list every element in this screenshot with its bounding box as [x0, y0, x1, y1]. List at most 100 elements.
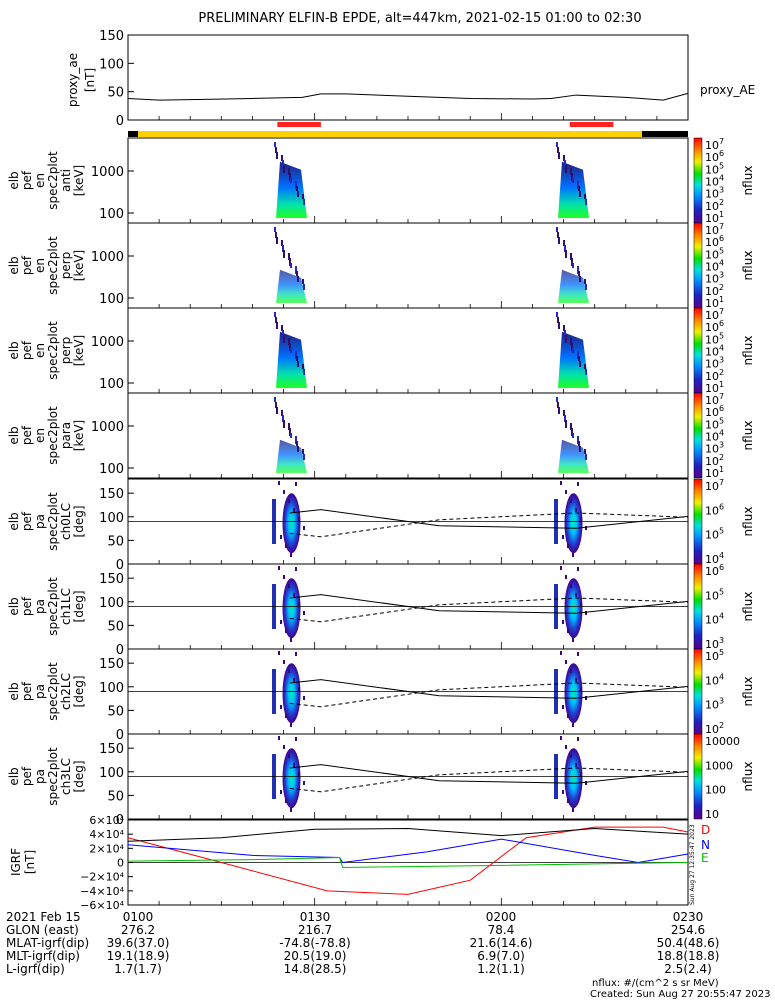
pa-speck: [585, 696, 587, 700]
spectrogram-panel-2: elb pef en spec2plot perp [keV] 10001001071061…: [7, 222, 755, 310]
ytick-label: 0: [116, 643, 124, 658]
flux-speck: [283, 250, 285, 258]
colorbar: [693, 307, 703, 394]
footer-c1-mlt: 19.1(18.9): [107, 949, 170, 963]
pa-speck: [285, 799, 287, 803]
science-zone-bar: [128, 122, 688, 137]
flux-speck: [276, 237, 278, 244]
flux-speck: [282, 245, 284, 252]
panel-ylabel: elb: [7, 597, 21, 615]
pa-speck: [283, 575, 285, 579]
flux-speck: [276, 152, 278, 159]
colorbar: [693, 392, 703, 479]
pa-speck: [295, 482, 297, 486]
panel-frame: [127, 392, 689, 479]
flux-speck: [563, 155, 565, 161]
flux-speck: [274, 312, 276, 317]
panel-ylabel: ch0LC: [59, 503, 73, 540]
panel-ylabel: [keV]: [72, 250, 86, 281]
panel-ylabel: en: [33, 428, 47, 443]
ae-tick-label: 0: [116, 114, 124, 129]
igrf-legend-D: D: [701, 823, 710, 837]
pa-speck: [288, 754, 290, 758]
igrf-tick-label: 0: [117, 857, 124, 870]
colorbar-tick: 106: [705, 319, 724, 334]
spectrogram-panel-8: elb pef pa spec2plot ch3LC [deg] 150 100 50 0 1000…: [7, 733, 755, 828]
igrf-tick-label: 6×10⁴: [89, 814, 124, 827]
ytick-label: 100: [99, 377, 124, 392]
flux-speck: [274, 227, 276, 232]
flux-speck: [276, 407, 278, 414]
panel-ylabel: spec2plot: [46, 747, 60, 806]
science-zone-2: [569, 122, 614, 127]
pa-speck: [280, 705, 282, 709]
ytick-label: 1000: [91, 250, 124, 265]
panel-ylabel: elb: [7, 512, 21, 530]
loss-cone-line: [289, 509, 689, 529]
pa-speck: [577, 652, 579, 656]
flux-speck: [571, 428, 573, 436]
pa-speck: [570, 499, 572, 503]
panel-ylabel: pef: [20, 511, 34, 531]
flux-speck: [290, 263, 292, 268]
flux-speck: [571, 258, 573, 266]
flux-blob-2: [558, 331, 589, 388]
igrf-ylabel-2: [nT]: [23, 850, 37, 874]
ytick-label: 1000: [91, 335, 124, 350]
flux-speck: [295, 436, 297, 444]
flux-speck: [563, 325, 565, 331]
pa-speck: [580, 772, 582, 776]
pa-speck: [572, 553, 574, 557]
pa-speck: [288, 669, 290, 673]
igrf-tick-label: 2×10⁴: [89, 842, 124, 855]
colorbar-label: nflux: [741, 592, 755, 622]
loss-cone-line: [289, 594, 689, 614]
flux-speck: [570, 423, 572, 430]
ytick-label: 0: [116, 558, 124, 573]
pa-speck: [303, 611, 305, 615]
spectrogram-panel-1: elb pef en spec2plot anti [keV] 10001001071061…: [7, 137, 755, 225]
pa-speck: [565, 575, 567, 579]
footer-c4-mlat: 50.4(48.6): [657, 936, 720, 950]
ae-ylabel-1: proxy_ae: [66, 53, 80, 107]
flux-speck: [558, 237, 560, 244]
flux-speck: [558, 152, 560, 159]
igrf-panel: IGRF [nT] 6×10⁴4×10⁴2×10⁴0−2×10⁴−4×10⁴−6…: [9, 814, 710, 912]
flux-speck: [288, 168, 290, 175]
flux-speck: [290, 433, 292, 438]
anti-loss-cone-line: [289, 512, 689, 538]
pa-speck: [280, 790, 282, 794]
flux-speck: [557, 317, 559, 323]
pa-speck: [278, 566, 280, 570]
pa-speck: [293, 508, 295, 512]
pa-speck: [285, 544, 287, 548]
footer-c3-mlt: 6.9(7.0): [477, 949, 525, 963]
colorbar-tick: 105: [705, 416, 724, 431]
flux-speck: [281, 240, 283, 246]
ytick-label: 100: [99, 292, 124, 307]
flux-blob-1: [276, 269, 307, 303]
flux-speck: [302, 449, 304, 454]
colorbar-tick: 104: [705, 344, 724, 359]
ytick-label: 100: [99, 766, 124, 781]
colorbar-tick: 102: [705, 368, 724, 383]
flux-blob-2: [558, 269, 589, 303]
anti-loss-cone-line: [289, 767, 689, 793]
flux-speck: [585, 369, 587, 375]
flux-speck: [572, 178, 574, 183]
colorbar-tick: 103: [705, 271, 724, 286]
flux-speck: [290, 348, 292, 353]
flux-speck: [577, 266, 579, 274]
colorbar-tick: 103: [705, 636, 724, 651]
footer-c3-time: 0200: [486, 910, 517, 924]
flux-speck: [275, 402, 277, 408]
flux-speck: [578, 186, 580, 191]
footer-c1-glon: 276.2: [121, 923, 155, 937]
loss-cone-line: [289, 679, 689, 699]
footer-c1-mlat: 39.6(37.0): [107, 936, 170, 950]
colorbar-tick: 102: [705, 283, 724, 298]
flux-speck: [288, 423, 290, 430]
flux-speck: [570, 168, 572, 175]
colorbar-tick: 105: [705, 161, 724, 176]
colorbar-tick: 107: [705, 478, 724, 493]
